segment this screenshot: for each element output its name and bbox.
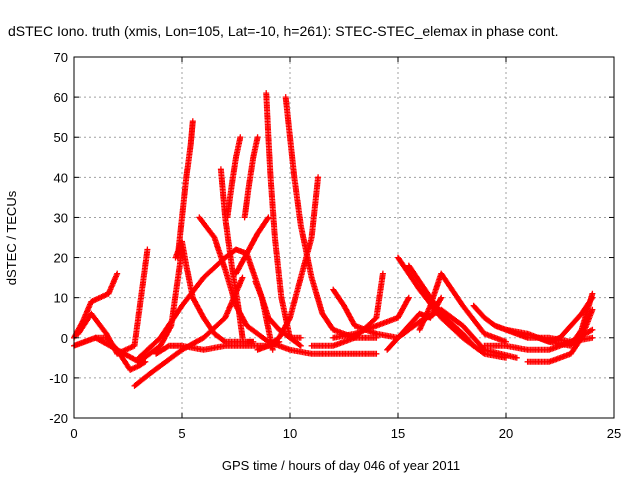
series <box>330 294 412 341</box>
series-markers <box>535 294 596 345</box>
series <box>224 134 244 221</box>
series <box>254 174 322 353</box>
series-markers <box>416 270 509 345</box>
x-tick-label: 25 <box>607 426 621 441</box>
series <box>416 270 509 345</box>
series <box>196 214 380 357</box>
series <box>174 118 196 261</box>
y-tick-label: 40 <box>54 170 68 185</box>
series <box>535 294 596 345</box>
series-markers <box>217 166 246 341</box>
x-tick-label: 0 <box>70 426 77 441</box>
series <box>92 246 185 365</box>
series-markers <box>233 214 272 277</box>
y-tick-label: 10 <box>54 291 68 306</box>
series <box>416 306 520 361</box>
x-tick-label: 15 <box>391 426 405 441</box>
x-tick-label: 5 <box>178 426 185 441</box>
x-tick-label: 20 <box>499 426 513 441</box>
y-tick-label: 20 <box>54 251 68 266</box>
y-tick-label: -20 <box>49 411 68 426</box>
plot-frame <box>73 56 615 419</box>
y-tick-label: -10 <box>49 371 68 386</box>
y-tick-label: 50 <box>54 130 68 145</box>
series-markers <box>224 134 244 221</box>
series <box>233 214 272 277</box>
grid <box>74 57 614 418</box>
y-tick-label: 70 <box>54 50 68 65</box>
series-markers <box>330 294 412 341</box>
series <box>217 166 246 341</box>
series-markers <box>131 274 246 389</box>
data-points <box>71 90 596 389</box>
y-tick-label: 30 <box>54 210 68 225</box>
x-axis-label: GPS time / hours of day 046 of year 2011 <box>222 458 460 473</box>
y-axis-label: dSTEC / TECUs <box>4 190 19 285</box>
series-markers <box>241 134 261 221</box>
x-tick-label: 10 <box>283 426 297 441</box>
series-markers <box>524 306 596 365</box>
series <box>524 306 596 365</box>
series-markers <box>196 214 380 357</box>
series-markers <box>416 306 520 361</box>
series <box>131 274 246 389</box>
series-markers <box>92 246 185 365</box>
y-tick-label: 60 <box>54 90 68 105</box>
series <box>241 134 261 221</box>
chart-title: dSTEC Iono. truth (xmis, Lon=105, Lat=-1… <box>8 23 559 39</box>
series-markers <box>174 118 196 261</box>
series-markers <box>254 174 322 353</box>
y-tick-label: 0 <box>61 331 68 346</box>
ticks: 0 5 10 15 20 25 -20 -10 0 10 20 30 40 50 60 70 <box>49 50 621 441</box>
